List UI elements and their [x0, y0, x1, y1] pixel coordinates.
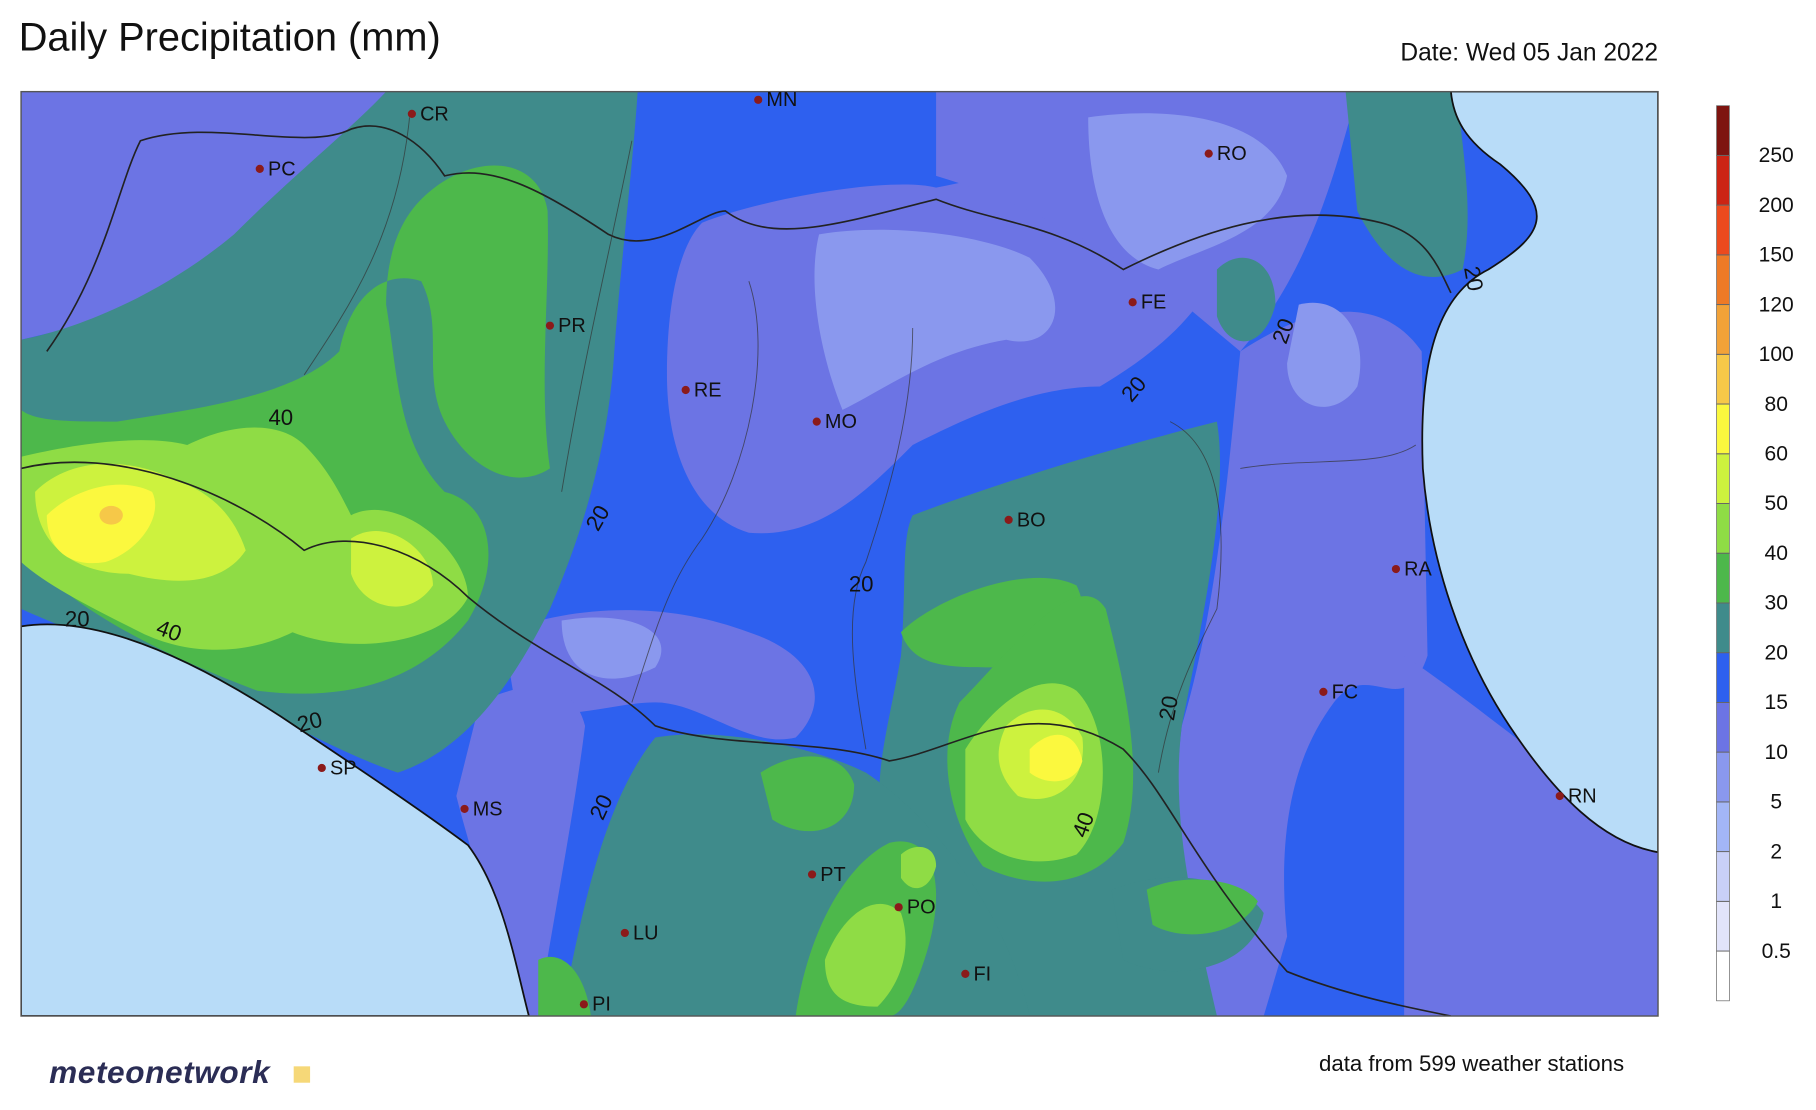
colorbar-label: 150 — [1759, 244, 1794, 267]
city-dot — [961, 969, 970, 978]
title: Daily Precipitation (mm) — [19, 16, 441, 60]
colorbar-label: 20 — [1765, 641, 1788, 664]
city-label: PR — [558, 315, 586, 337]
colorbar: 0.5 1 2 5 10 15 20 30 40 50 60 80 100 120 150 200 250 — [1716, 105, 1794, 1002]
colorbar-label: 100 — [1759, 343, 1794, 366]
city-label: MO — [825, 411, 857, 433]
colorbar-bin — [1716, 204, 1730, 256]
colorbar-bin — [1716, 851, 1730, 902]
contour-label: 20 — [65, 606, 90, 631]
city-label: MS — [473, 798, 503, 820]
colorbar-bin — [1716, 403, 1730, 455]
colorbar-label: 5 — [1770, 791, 1782, 814]
city-label: PO — [907, 897, 936, 919]
city-label: FI — [974, 963, 992, 985]
colorbar-bin — [1716, 801, 1730, 852]
colorbar-label: 50 — [1765, 492, 1788, 515]
colorbar-label: 80 — [1765, 393, 1788, 416]
contour-label: 20 — [849, 571, 874, 596]
city-dot — [1319, 687, 1328, 696]
city-dot — [460, 804, 469, 814]
colorbar-bin — [1716, 751, 1730, 803]
colorbar-bin — [1716, 503, 1730, 554]
logo-square — [293, 1066, 311, 1083]
city-dot — [317, 763, 326, 773]
colorbar-bin — [1716, 950, 1730, 1002]
colorbar-bin — [1716, 900, 1730, 952]
colorbar-label: 2 — [1770, 840, 1782, 863]
city-dot — [545, 321, 555, 330]
city-dot — [1555, 791, 1564, 801]
colorbar-label: 1 — [1770, 890, 1782, 913]
contour-label: 40 — [268, 405, 293, 430]
colorbar-bin — [1716, 353, 1730, 405]
colorbar-bin — [1716, 602, 1730, 654]
map-field — [21, 91, 1659, 1017]
colorbar-bin — [1716, 105, 1730, 156]
contour-label: 20 — [1459, 264, 1488, 293]
colorbar-label: 120 — [1759, 293, 1794, 316]
city-label: RE — [694, 379, 722, 401]
city-dot — [579, 1000, 588, 1009]
city-dot — [754, 95, 763, 104]
colorbar-bin — [1716, 552, 1730, 604]
colorbar-bin — [1716, 702, 1730, 753]
colorbar-bin — [1716, 652, 1730, 703]
city-label: PC — [268, 158, 296, 180]
colorbar-label: 60 — [1765, 443, 1788, 466]
city-dot — [681, 385, 690, 395]
city-dot — [1391, 564, 1401, 574]
date: Date: Wed 05 Jan 2022 — [1400, 40, 1658, 67]
city-dot — [620, 928, 629, 938]
city-dot — [1128, 298, 1137, 307]
contour-label: 20 — [1154, 694, 1183, 723]
city-label: FC — [1332, 681, 1359, 703]
logo: meteonetwork — [49, 1054, 271, 1090]
city-dot — [1004, 515, 1013, 524]
colorbar-label: 10 — [1765, 741, 1788, 764]
colorbar-label: 0.5 — [1762, 940, 1791, 963]
city-dot — [1204, 149, 1213, 158]
colorbar-bin — [1716, 304, 1730, 355]
colorbar-bin — [1716, 453, 1730, 504]
city-dot — [807, 870, 817, 879]
city-label: CR — [420, 103, 449, 125]
map-frame — [20, 90, 1659, 1017]
city-dot — [812, 417, 821, 426]
city-label: RN — [1568, 785, 1597, 807]
footer-note: data from 599 weather stations — [1319, 1051, 1624, 1076]
city-label: LU — [633, 922, 658, 944]
city-label: MN — [766, 89, 797, 111]
colorbar-bin — [1716, 254, 1730, 305]
colorbar-label: 30 — [1765, 592, 1788, 615]
city-label: SP — [330, 757, 357, 779]
colorbar-label: 40 — [1765, 542, 1788, 565]
city-label: PT — [820, 864, 845, 886]
city-dot — [255, 164, 264, 173]
city-label: PI — [592, 994, 611, 1016]
city-label: BO — [1017, 509, 1046, 531]
city-label: RO — [1217, 143, 1247, 165]
city-dot — [407, 109, 416, 118]
colorbar-label: 200 — [1759, 194, 1794, 217]
colorbar-label: 15 — [1765, 691, 1788, 714]
city-label: RA — [1404, 558, 1432, 580]
city-dot — [894, 903, 903, 912]
city-label: FE — [1141, 292, 1166, 314]
colorbar-bin — [1716, 155, 1730, 206]
colorbar-label: 250 — [1759, 144, 1794, 167]
